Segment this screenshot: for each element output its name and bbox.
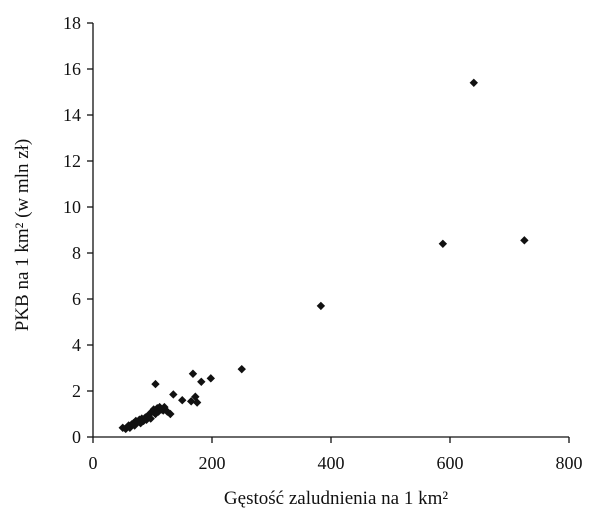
data-point [151, 379, 160, 389]
y-tick-label: 8 [72, 243, 81, 263]
data-points [118, 78, 529, 434]
x-tick-label: 400 [318, 453, 345, 473]
data-point [186, 397, 196, 406]
x-axis-title: Gęstość zaludnienia na 1 km² [224, 488, 448, 509]
y-tick-label: 16 [63, 59, 81, 79]
y-tick-label: 18 [63, 13, 81, 33]
y-tick-label: 6 [72, 289, 81, 309]
x-tick-label: 200 [199, 453, 226, 473]
data-point [192, 398, 202, 407]
data-point [191, 392, 200, 401]
data-point [197, 377, 206, 386]
x-tick-label: 600 [437, 453, 464, 473]
data-point [316, 301, 326, 311]
data-point [438, 239, 448, 248]
data-point [178, 396, 187, 405]
data-point [166, 409, 175, 419]
data-point [237, 364, 246, 374]
y-tick-label: 4 [72, 335, 81, 355]
y-tick-label: 2 [72, 381, 81, 401]
data-point [146, 414, 155, 423]
data-point [188, 369, 198, 378]
y-axis-ticks: 0 2 4 6 8 10 12 14 16 18 [63, 13, 93, 447]
x-tick-label: 0 [89, 453, 98, 473]
data-point [520, 236, 529, 245]
data-point [206, 374, 216, 383]
y-tick-label: 0 [72, 427, 81, 447]
data-point [469, 78, 478, 87]
data-point [169, 390, 178, 399]
x-axis-ticks: 0 200 400 600 800 [89, 437, 583, 473]
y-tick-label: 14 [63, 105, 81, 125]
y-axis-title: PKB na 1 km² (w mln zł) [12, 139, 33, 332]
y-tick-label: 12 [63, 151, 81, 171]
y-tick-label: 10 [63, 197, 81, 217]
x-tick-label: 800 [556, 453, 583, 473]
